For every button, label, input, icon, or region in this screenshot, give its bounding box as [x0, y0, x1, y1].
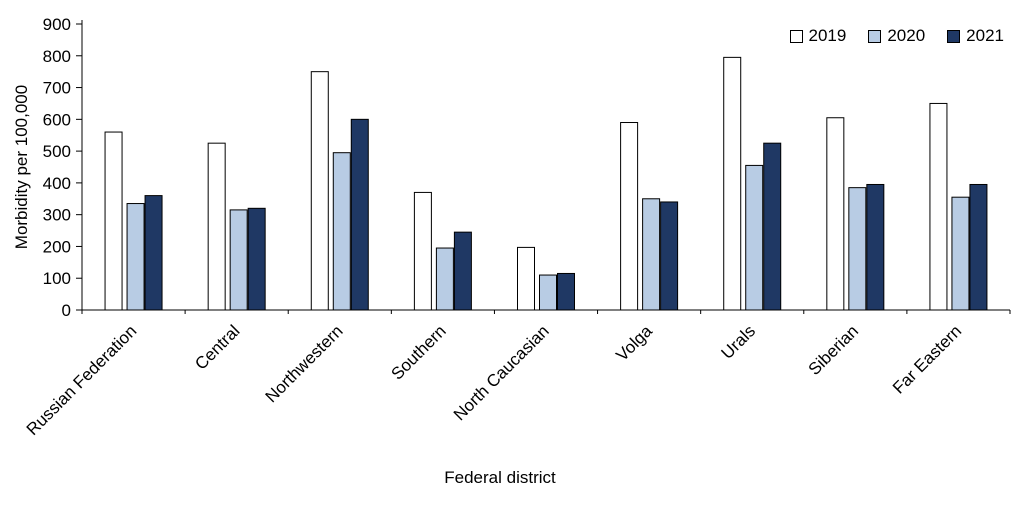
bar-2019-0 [104, 131, 123, 311]
bar-2020-1 [229, 209, 248, 311]
x-category-label: Far Eastern [889, 321, 965, 397]
bar-2021-6 [763, 142, 782, 311]
x-category-label: Volga [612, 321, 656, 365]
legend-swatch-2020-icon [868, 29, 882, 43]
x-category-label: Urals [718, 321, 759, 362]
y-tick-label: 700 [43, 79, 71, 98]
legend: 2019 2020 2021 [789, 26, 1004, 46]
y-tick-label: 500 [43, 142, 71, 161]
legend-label-2021: 2021 [966, 26, 1004, 45]
x-category-label: Russian Federation [23, 321, 141, 439]
bar-2021-2 [350, 118, 369, 311]
x-category-label: Central [191, 321, 243, 373]
legend-swatch-2019-icon [789, 29, 803, 43]
bar-2020-4 [539, 274, 557, 311]
y-tick-label: 800 [43, 47, 71, 66]
bar-2019-2 [310, 71, 329, 311]
x-category-label: Siberian [805, 321, 863, 379]
legend-label-2019: 2019 [808, 26, 847, 45]
y-tick-label: 100 [43, 269, 71, 288]
bar-2021-3 [453, 231, 472, 311]
bar-2019-7 [826, 117, 845, 311]
bar-2021-0 [144, 195, 163, 311]
legend-item-2021: 2021 [947, 26, 1004, 46]
bar-2021-5 [660, 201, 679, 311]
bar-2019-6 [723, 56, 742, 311]
legend-item-2019: 2019 [789, 26, 847, 46]
y-tick-label: 400 [43, 174, 71, 193]
bar-2020-5 [642, 198, 661, 311]
x-category-label: Northwestern [262, 321, 347, 406]
bar-2019-3 [413, 191, 432, 311]
x-category-label: Southern [387, 321, 449, 383]
y-tick-label: 0 [62, 301, 71, 320]
bar-2020-8 [951, 196, 970, 311]
bar-2019-1 [207, 142, 226, 311]
bar-2020-7 [848, 187, 867, 311]
bar-2020-6 [745, 164, 764, 311]
bar-2019-8 [929, 102, 948, 311]
bar-2021-4 [557, 272, 575, 311]
bar-2019-5 [620, 122, 639, 311]
bar-2019-4 [517, 246, 535, 311]
y-tick-label: 200 [43, 237, 71, 256]
legend-label-2020: 2020 [887, 26, 926, 45]
bar-2020-2 [332, 152, 351, 311]
bar-2021-7 [866, 183, 885, 311]
bar-2021-1 [247, 207, 266, 311]
bar-2020-0 [126, 203, 145, 311]
x-category-label: North Caucasian [450, 321, 553, 424]
y-tick-label: 600 [43, 110, 71, 129]
legend-swatch-2021-icon [947, 29, 961, 43]
bar-2021-8 [969, 183, 988, 311]
bar-2020-3 [435, 247, 454, 311]
y-axis-title: Morbidity per 100,000 [12, 84, 31, 250]
y-tick-label: 300 [43, 206, 71, 225]
y-tick-label: 900 [43, 15, 71, 34]
x-axis-title: Federal district [444, 468, 556, 487]
legend-item-2020: 2020 [868, 26, 925, 46]
